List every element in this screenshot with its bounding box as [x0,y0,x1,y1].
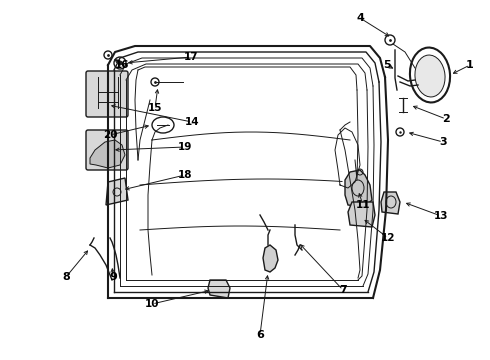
Text: 6: 6 [256,330,264,340]
Polygon shape [348,202,375,227]
Text: 1: 1 [466,60,474,70]
Text: 13: 13 [434,211,448,221]
Text: 5: 5 [383,60,391,70]
Text: 7: 7 [339,285,347,295]
Text: 10: 10 [145,299,159,309]
Text: 12: 12 [381,233,395,243]
FancyBboxPatch shape [86,130,128,170]
Polygon shape [345,170,372,207]
Text: 2: 2 [442,114,450,124]
Text: 8: 8 [62,272,70,282]
Polygon shape [106,178,128,205]
Text: 16: 16 [115,60,129,70]
Text: 3: 3 [439,137,447,147]
Polygon shape [208,280,230,298]
Text: 19: 19 [178,142,192,152]
Text: 11: 11 [356,200,370,210]
Text: 18: 18 [178,170,192,180]
Text: 9: 9 [109,272,117,282]
Ellipse shape [415,55,445,97]
Text: 4: 4 [356,13,364,23]
Text: 20: 20 [103,130,117,140]
Circle shape [118,61,122,65]
FancyBboxPatch shape [86,71,128,117]
Polygon shape [263,245,278,272]
Text: 14: 14 [185,117,199,127]
Polygon shape [381,192,400,214]
Text: 15: 15 [148,103,162,113]
Text: 17: 17 [184,52,198,62]
Polygon shape [90,140,125,168]
